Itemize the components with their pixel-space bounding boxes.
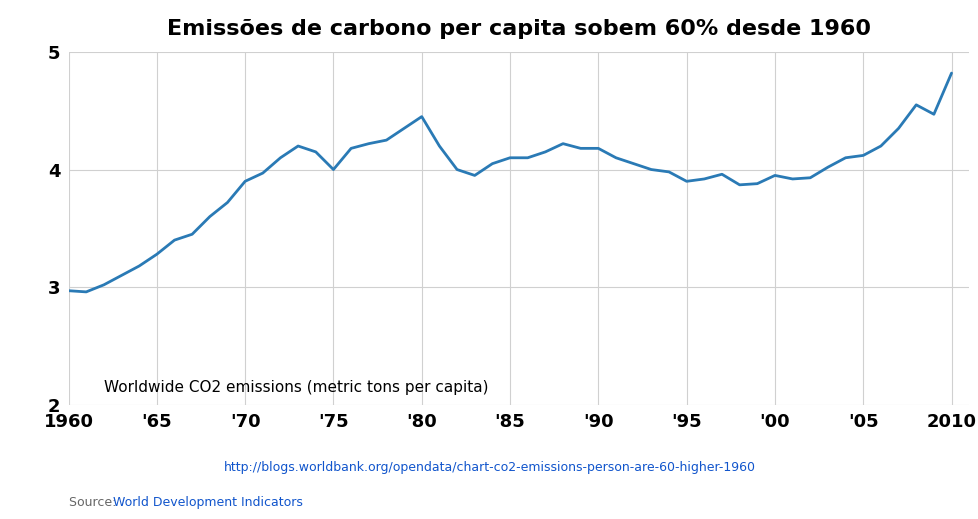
Text: Worldwide CO2 emissions (metric tons per capita): Worldwide CO2 emissions (metric tons per…	[104, 380, 488, 395]
Text: http://blogs.worldbank.org/opendata/chart-co2-emissions-person-are-60-higher-196: http://blogs.worldbank.org/opendata/char…	[223, 460, 755, 474]
Text: Source:: Source:	[68, 496, 119, 509]
Text: World Development Indicators: World Development Indicators	[112, 496, 302, 509]
Title: Emissões de carbono per capita sobem 60% desde 1960: Emissões de carbono per capita sobem 60%…	[166, 19, 870, 39]
